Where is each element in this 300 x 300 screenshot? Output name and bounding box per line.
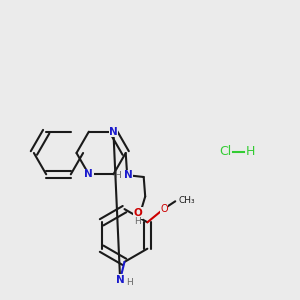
- Text: H: H: [134, 217, 141, 226]
- Text: O: O: [160, 204, 168, 214]
- Text: Cl: Cl: [219, 145, 231, 158]
- Text: N: N: [84, 169, 93, 179]
- Text: H: H: [127, 278, 133, 287]
- Text: N: N: [109, 127, 118, 137]
- Text: O: O: [133, 208, 142, 218]
- Text: H: H: [246, 145, 255, 158]
- Text: N: N: [116, 275, 124, 285]
- Text: CH₃: CH₃: [179, 196, 196, 205]
- Text: N: N: [124, 170, 133, 181]
- Text: H: H: [114, 171, 121, 180]
